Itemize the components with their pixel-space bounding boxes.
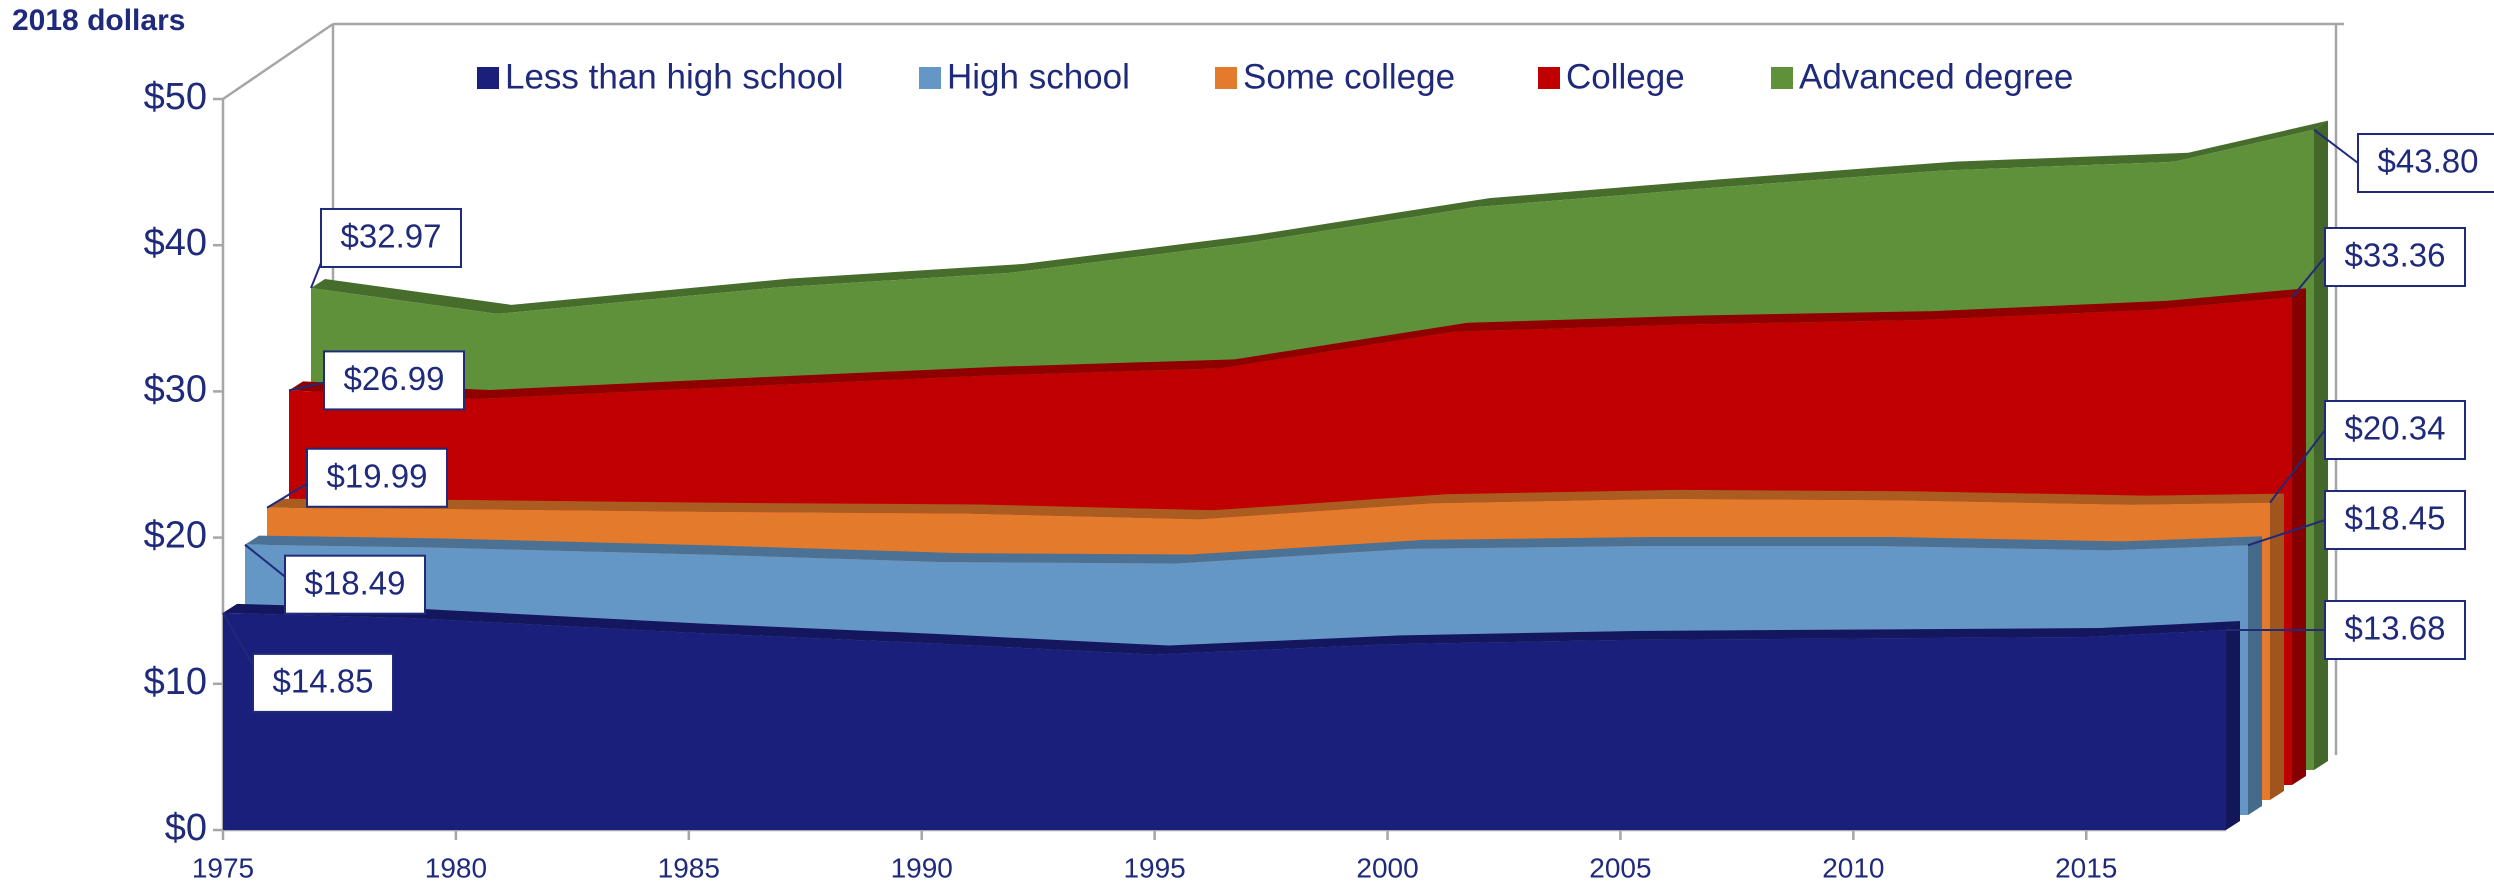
label-box (306, 447, 448, 508)
legend-swatch (1771, 67, 1793, 89)
area-side (2270, 493, 2284, 800)
x-tick-label: 2015 (2055, 852, 2117, 883)
y-tick-label: $0 (165, 807, 207, 849)
legend-swatch (919, 67, 941, 89)
label-pointer (2291, 256, 2326, 298)
legend-swatch (477, 67, 499, 89)
x-tick-label: 1975 (192, 852, 254, 883)
y-tick-label: $30 (144, 368, 207, 410)
label-box (2324, 600, 2466, 660)
label-pointer (2313, 128, 2359, 164)
data-label: $26.99 (344, 360, 445, 397)
label-box (2324, 490, 2466, 550)
label-pointer (2247, 519, 2326, 547)
x-tick-label: 1985 (658, 852, 720, 883)
area-side (2292, 288, 2306, 785)
y-axis-label: 2018 dollars (12, 4, 185, 37)
legend-label: College (1566, 57, 1685, 96)
legend-label: Some college (1243, 57, 1455, 96)
x-tick-label: 1980 (425, 852, 487, 883)
legend-swatch (1538, 67, 1560, 89)
area (223, 612, 2226, 830)
label-box (252, 652, 394, 713)
y-tick-label: $10 (144, 661, 207, 703)
data-label: $33.36 (2345, 237, 2446, 274)
area-side (2226, 620, 2240, 830)
legend-label: High school (947, 57, 1130, 96)
data-label: $18.45 (2345, 500, 2446, 537)
area-top (223, 603, 2240, 655)
data-label: $13.68 (2345, 610, 2446, 647)
area-series (223, 603, 2240, 830)
axis-line (222, 22, 334, 101)
area-side (2248, 536, 2262, 815)
x-tick-label: 1995 (1123, 852, 1185, 883)
data-label: $18.49 (305, 564, 406, 601)
area-top (245, 535, 2262, 564)
label-box (2357, 133, 2494, 193)
legend-swatch (1215, 67, 1237, 89)
label-box (2324, 400, 2466, 460)
y-tick-label: $50 (144, 76, 207, 118)
label-box (320, 207, 462, 268)
x-tick-label: 2010 (1822, 852, 1884, 883)
data-label: $43.80 (2378, 143, 2479, 180)
data-label: $20.34 (2345, 410, 2446, 447)
data-label: $14.85 (273, 663, 374, 700)
label-box (2324, 227, 2466, 287)
x-tick-label: 2000 (1356, 852, 1418, 883)
area-top (289, 288, 2306, 400)
label-box (323, 350, 465, 411)
legend-label: Less than high school (505, 57, 844, 96)
label-box (284, 554, 426, 615)
data-label: $19.99 (327, 457, 428, 494)
y-tick-label: $40 (144, 222, 207, 264)
label-pointer (2269, 429, 2326, 504)
legend-label: Advanced degree (1799, 57, 2073, 96)
data-label: $32.97 (341, 218, 442, 255)
x-tick-label: 1990 (891, 852, 953, 883)
x-tick-label: 2005 (1589, 852, 1651, 883)
y-tick-label: $20 (144, 515, 207, 557)
area-top (267, 489, 2284, 520)
